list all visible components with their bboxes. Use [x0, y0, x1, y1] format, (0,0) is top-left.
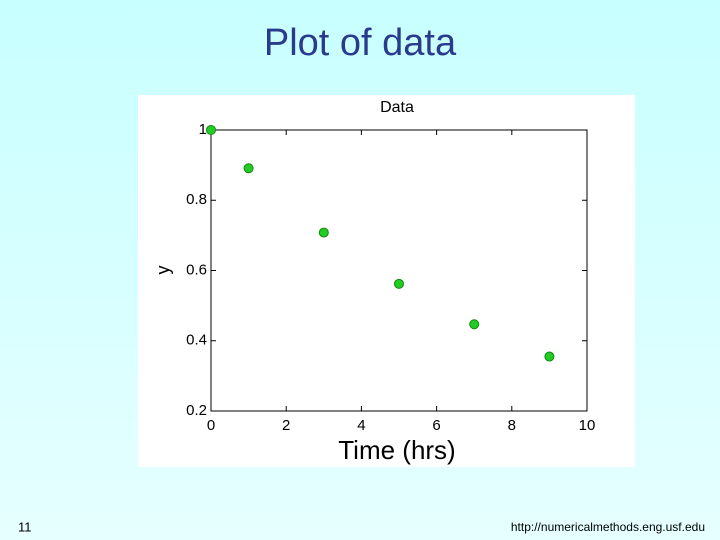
- y-tick-label: 1: [199, 121, 207, 138]
- x-tick-label: 6: [432, 417, 440, 434]
- data-point: [544, 351, 555, 362]
- x-tick-label: 8: [508, 417, 516, 434]
- y-tick-label: 0.4: [186, 332, 207, 349]
- y-tick-label: 0.6: [186, 261, 207, 278]
- data-point: [243, 163, 254, 174]
- y-tick-label: 0.2: [186, 402, 207, 419]
- plot-background: [138, 95, 635, 467]
- x-tick-label: 10: [579, 417, 596, 434]
- x-tick-label: 0: [207, 417, 215, 434]
- y-tick-label: 0.8: [186, 191, 207, 208]
- page-number: 11: [18, 519, 32, 534]
- x-tick-label: 2: [282, 417, 290, 434]
- data-point: [206, 125, 216, 135]
- data-point: [318, 227, 329, 238]
- chart-title: Data: [380, 99, 414, 116]
- footer: http://numericalmethods.eng.usf.edu: [511, 520, 705, 534]
- x-axis-label: Time (hrs): [338, 435, 455, 465]
- data-point: [394, 278, 404, 289]
- slide-title: Plot of data: [264, 22, 457, 64]
- data-point: [469, 319, 480, 330]
- x-tick-label: 4: [357, 417, 365, 434]
- y-axis-label: y: [153, 266, 173, 275]
